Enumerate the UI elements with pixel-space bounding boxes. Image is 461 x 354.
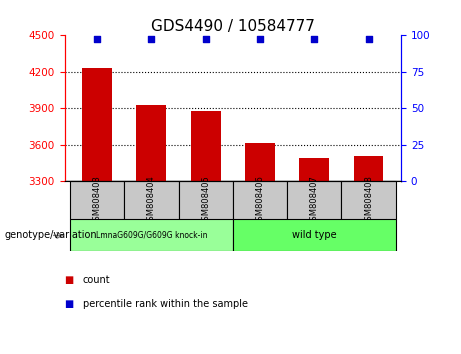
Text: GSM808408: GSM808408	[364, 175, 373, 226]
FancyBboxPatch shape	[233, 219, 396, 251]
Title: GDS4490 / 10584777: GDS4490 / 10584777	[151, 19, 315, 34]
Point	[311, 36, 318, 42]
FancyBboxPatch shape	[70, 219, 233, 251]
Text: LmnaG609G/G609G knock-in: LmnaG609G/G609G knock-in	[95, 231, 207, 240]
Point	[365, 36, 372, 42]
FancyBboxPatch shape	[70, 181, 124, 219]
Text: GSM808406: GSM808406	[255, 175, 265, 226]
Bar	[299, 158, 329, 181]
Text: GSM808404: GSM808404	[147, 175, 156, 226]
FancyBboxPatch shape	[287, 181, 341, 219]
Bar	[82, 68, 112, 181]
Text: percentile rank within the sample: percentile rank within the sample	[83, 299, 248, 309]
Point	[148, 36, 155, 42]
FancyBboxPatch shape	[124, 181, 178, 219]
Bar	[136, 105, 166, 181]
FancyBboxPatch shape	[178, 181, 233, 219]
Text: ■: ■	[65, 275, 74, 285]
Point	[94, 36, 101, 42]
Point	[202, 36, 209, 42]
Bar	[245, 143, 275, 181]
Text: genotype/variation: genotype/variation	[5, 230, 97, 240]
Text: GSM808403: GSM808403	[93, 175, 101, 226]
Text: count: count	[83, 275, 111, 285]
Point	[256, 36, 264, 42]
Text: ■: ■	[65, 299, 74, 309]
Bar	[191, 111, 221, 181]
Bar	[354, 156, 384, 181]
FancyBboxPatch shape	[341, 181, 396, 219]
Text: wild type: wild type	[292, 230, 337, 240]
FancyBboxPatch shape	[233, 181, 287, 219]
Text: GSM808407: GSM808407	[310, 175, 319, 226]
Text: GSM808405: GSM808405	[201, 175, 210, 226]
